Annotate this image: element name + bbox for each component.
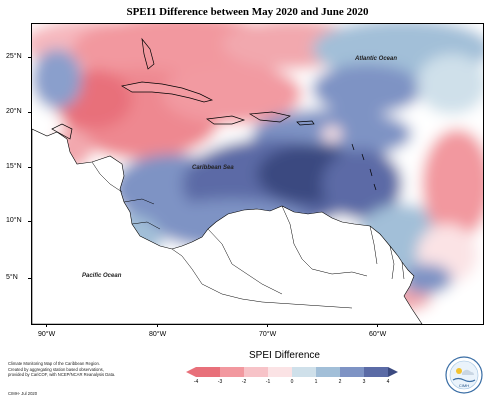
legend-swatch [340, 367, 364, 377]
legend-tick: 4 [386, 379, 390, 385]
lon-label-80w: 80°W [149, 331, 167, 338]
lat-label-25n: 25°N [6, 53, 22, 60]
islands [51, 37, 377, 191]
pacific-ocean-label: Pacific Ocean [82, 273, 122, 279]
lat-label-15n: 15°N [6, 163, 22, 170]
map-title: SPEI1 Difference between May 2020 and Ju… [126, 6, 369, 18]
lon-label-90w: 90°W [38, 331, 56, 338]
logo-text: CIMH [459, 383, 469, 388]
credit-text: Climate Monitoring Map of the Caribbean … [8, 361, 158, 378]
wave-icon [452, 377, 476, 383]
legend-arrow-left [186, 367, 196, 377]
lon-tick [46, 324, 47, 327]
caribbean-sea-label: Caribbean Sea [192, 165, 234, 171]
lat-label-10n: 10°N [6, 217, 22, 224]
credit-line: provided by CariCOF, with NCEP/NCAR Rean… [8, 372, 116, 377]
legend-tick: -3 [217, 379, 223, 385]
borders [91, 161, 405, 309]
atlantic-ocean-label: Atlantic Ocean [355, 56, 398, 62]
legend-swatch [196, 367, 220, 377]
lat-tick [28, 278, 31, 279]
lat-tick [28, 167, 31, 168]
lat-tick [28, 112, 31, 113]
lat-label-5n: 5°N [6, 274, 18, 281]
legend-swatch [268, 367, 292, 377]
lat-tick [28, 57, 31, 58]
legend-swatch [244, 367, 268, 377]
cimh-logo: CIMH [445, 356, 483, 394]
legend-tick-labels: -4 -3 -2 -1 0 1 2 3 4 [186, 379, 398, 387]
legend-tick: 2 [338, 379, 342, 385]
legend-swatch [364, 367, 388, 377]
legend-colorbar [186, 367, 398, 377]
credit-line: Climate Monitoring Map of the Caribbean … [8, 361, 100, 366]
lon-tick [157, 324, 158, 327]
cimh-date: CIMH- Jul 2020 [8, 391, 38, 396]
legend-tick: -2 [241, 379, 247, 385]
credit-line: Created by aggregating station based obs… [8, 366, 104, 372]
cloud-icon [462, 369, 474, 375]
map-panel [31, 23, 484, 325]
legend-arrow-right [388, 367, 398, 377]
spei-field [32, 24, 483, 324]
lon-tick [267, 324, 268, 327]
legend-swatch [292, 367, 316, 377]
legend-title: SPEI Difference [249, 350, 320, 361]
legend-tick: -1 [265, 379, 271, 385]
map-canvas [32, 24, 483, 324]
lat-label-20n: 20°N [6, 108, 22, 115]
lon-tick [377, 324, 378, 327]
lon-label-70w: 70°W [259, 331, 277, 338]
lon-label-60w: 60°W [369, 331, 387, 338]
landmass [32, 128, 423, 324]
legend-swatch [220, 367, 244, 377]
legend-tick: 3 [362, 379, 366, 385]
legend-tick: -4 [193, 379, 199, 385]
sun-icon [456, 368, 462, 374]
lat-tick [28, 221, 31, 222]
legend-tick: 0 [290, 379, 294, 385]
legend-tick: 1 [314, 379, 318, 385]
legend-swatch [316, 367, 340, 377]
